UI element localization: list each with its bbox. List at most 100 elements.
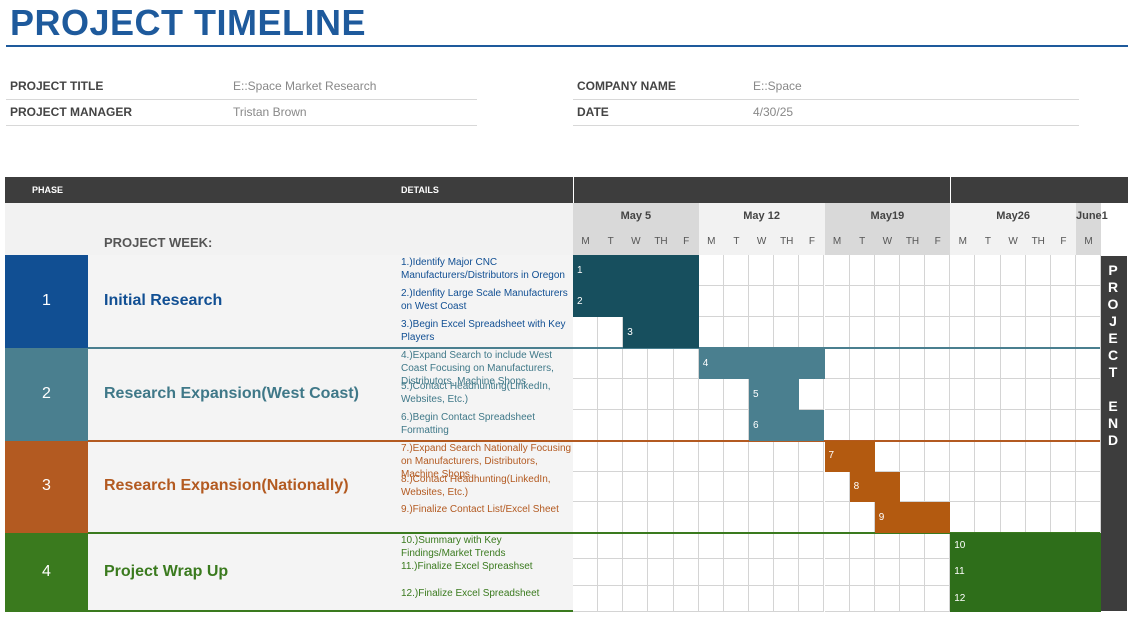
timeline-cell[interactable] xyxy=(874,585,900,612)
timeline-cell[interactable] xyxy=(824,379,850,410)
timeline-cell[interactable] xyxy=(598,585,624,612)
timeline-cell[interactable] xyxy=(950,255,976,286)
timeline-cell[interactable] xyxy=(849,410,875,441)
phase-name[interactable]: Research Expansion(West Coast) xyxy=(104,384,359,402)
timeline-cell[interactable] xyxy=(799,585,825,612)
timeline-cell[interactable] xyxy=(849,379,875,410)
timeline-cell[interactable] xyxy=(723,585,750,612)
timeline-cell[interactable] xyxy=(1025,317,1051,348)
timeline-cell[interactable] xyxy=(698,471,724,503)
timeline-cell[interactable] xyxy=(799,255,825,286)
task-detail[interactable]: 12.)Finalize Excel Spreadsheet xyxy=(401,587,540,599)
timeline-cell[interactable] xyxy=(899,410,926,441)
task-bar[interactable]: 9 xyxy=(874,502,951,533)
timeline-cell[interactable] xyxy=(573,441,599,472)
timeline-cell[interactable] xyxy=(950,410,976,441)
timeline-cell[interactable] xyxy=(899,286,926,317)
timeline-cell[interactable] xyxy=(975,410,1001,441)
timeline-cell[interactable] xyxy=(573,379,599,410)
task-bar[interactable]: 10 xyxy=(950,533,1102,560)
timeline-cell[interactable] xyxy=(648,348,674,379)
timeline-cell[interactable] xyxy=(573,559,599,586)
timeline-cell[interactable] xyxy=(749,471,775,503)
task-detail[interactable]: 10.)Summary with Key Findings/Market Tre… xyxy=(401,535,506,559)
timeline-cell[interactable] xyxy=(698,410,724,441)
timeline-cell[interactable] xyxy=(925,585,951,612)
timeline-cell[interactable] xyxy=(623,441,649,472)
timeline-cell[interactable] xyxy=(673,410,699,441)
timeline-cell[interactable] xyxy=(774,471,800,503)
timeline-cell[interactable] xyxy=(623,379,649,410)
timeline-cell[interactable] xyxy=(673,348,699,379)
timeline-cell[interactable] xyxy=(723,255,750,286)
timeline-cell[interactable] xyxy=(774,533,800,560)
timeline-cell[interactable] xyxy=(774,317,800,348)
timeline-cell[interactable] xyxy=(824,559,850,586)
timeline-cell[interactable] xyxy=(849,317,875,348)
timeline-cell[interactable] xyxy=(623,533,649,560)
timeline-cell[interactable] xyxy=(925,255,951,286)
timeline-cell[interactable] xyxy=(573,502,599,533)
timeline-cell[interactable] xyxy=(1000,348,1026,379)
timeline-cell[interactable] xyxy=(1076,317,1102,348)
timeline-cell[interactable] xyxy=(573,410,599,441)
timeline-cell[interactable] xyxy=(698,502,724,533)
timeline-cell[interactable] xyxy=(749,533,775,560)
task-bar[interactable]: 8 xyxy=(849,471,900,503)
timeline-cell[interactable] xyxy=(774,585,800,612)
timeline-cell[interactable] xyxy=(975,317,1001,348)
timeline-cell[interactable] xyxy=(598,410,624,441)
timeline-cell[interactable] xyxy=(648,441,674,472)
timeline-cell[interactable] xyxy=(874,441,900,472)
timeline-cell[interactable] xyxy=(648,585,674,612)
timeline-cell[interactable] xyxy=(874,410,900,441)
timeline-cell[interactable] xyxy=(849,255,875,286)
timeline-cell[interactable] xyxy=(723,471,750,503)
timeline-cell[interactable] xyxy=(1076,255,1102,286)
timeline-cell[interactable] xyxy=(698,286,724,317)
timeline-cell[interactable] xyxy=(673,533,699,560)
timeline-cell[interactable] xyxy=(1000,286,1026,317)
timeline-cell[interactable] xyxy=(698,317,724,348)
timeline-cell[interactable] xyxy=(774,286,800,317)
timeline-cell[interactable] xyxy=(925,348,951,379)
timeline-cell[interactable] xyxy=(1000,471,1026,503)
timeline-cell[interactable] xyxy=(874,348,900,379)
timeline-cell[interactable] xyxy=(1000,379,1026,410)
timeline-cell[interactable] xyxy=(673,559,699,586)
task-bar[interactable]: 12 xyxy=(950,585,1102,612)
timeline-cell[interactable] xyxy=(899,471,926,503)
timeline-cell[interactable] xyxy=(623,585,649,612)
task-detail[interactable]: 7.)Expand Search Nationally Focusing on … xyxy=(401,443,572,480)
task-detail[interactable]: 11.)Finalize Excel Spreashset xyxy=(401,561,533,573)
timeline-cell[interactable] xyxy=(648,502,674,533)
timeline-cell[interactable] xyxy=(950,286,976,317)
timeline-cell[interactable] xyxy=(925,441,951,472)
phase-name[interactable]: Research Expansion(Nationally) xyxy=(104,477,349,494)
timeline-cell[interactable] xyxy=(648,471,674,503)
project-manager-value[interactable]: Tristan Brown xyxy=(233,105,307,119)
timeline-cell[interactable] xyxy=(598,559,624,586)
timeline-cell[interactable] xyxy=(723,286,750,317)
phase-name[interactable]: Project Wrap Up xyxy=(104,562,229,580)
timeline-cell[interactable] xyxy=(1000,317,1026,348)
timeline-cell[interactable] xyxy=(975,471,1001,503)
timeline-cell[interactable] xyxy=(849,533,875,560)
timeline-cell[interactable] xyxy=(1000,255,1026,286)
timeline-cell[interactable] xyxy=(824,471,850,503)
timeline-cell[interactable] xyxy=(1050,379,1076,410)
timeline-cell[interactable] xyxy=(573,317,599,348)
task-detail[interactable]: 6.)Begin Contact Spreadsheet Formatting xyxy=(401,412,535,436)
timeline-cell[interactable] xyxy=(673,471,699,503)
timeline-cell[interactable] xyxy=(899,348,926,379)
timeline-cell[interactable] xyxy=(1050,471,1076,503)
timeline-cell[interactable] xyxy=(1050,502,1076,533)
timeline-cell[interactable] xyxy=(899,379,926,410)
timeline-cell[interactable] xyxy=(1076,379,1102,410)
timeline-cell[interactable] xyxy=(598,502,624,533)
timeline-cell[interactable] xyxy=(824,317,850,348)
timeline-cell[interactable] xyxy=(598,317,624,348)
timeline-cell[interactable] xyxy=(623,502,649,533)
timeline-cell[interactable] xyxy=(950,317,976,348)
timeline-cell[interactable] xyxy=(648,533,674,560)
